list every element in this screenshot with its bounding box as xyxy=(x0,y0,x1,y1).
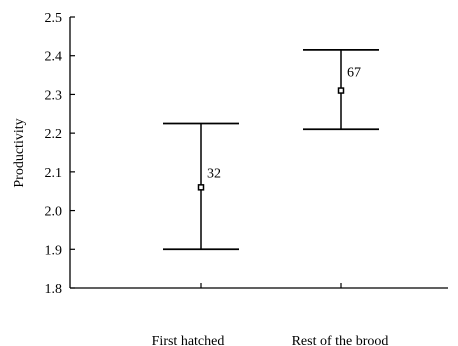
x-ticks: First hatched Rest of the brood xyxy=(152,283,389,346)
y-tick-label: 2.3 xyxy=(45,88,63,103)
x-category-label: First hatched xyxy=(152,334,225,346)
sample-size-label: 32 xyxy=(207,166,221,181)
y-tick-label: 1.9 xyxy=(45,243,63,258)
y-tick-label: 2.0 xyxy=(45,205,63,220)
y-axis-label: Productivity xyxy=(12,118,27,187)
y-ticks: 1.8 1.9 2.0 2.1 2.2 2.3 2.4 2.5 xyxy=(45,11,75,297)
mean-marker xyxy=(197,184,205,191)
x-category-label: Rest of the brood xyxy=(292,334,389,346)
error-bars: 32 67 xyxy=(163,49,379,251)
y-tick-label: 2.5 xyxy=(45,11,63,26)
y-tick-label: 2.1 xyxy=(45,166,63,181)
y-tick-label: 2.2 xyxy=(45,127,63,142)
y-tick-label: 1.8 xyxy=(45,282,63,297)
mean-marker xyxy=(337,87,345,94)
y-tick-label: 2.4 xyxy=(45,50,63,65)
sample-size-label: 67 xyxy=(347,66,361,81)
